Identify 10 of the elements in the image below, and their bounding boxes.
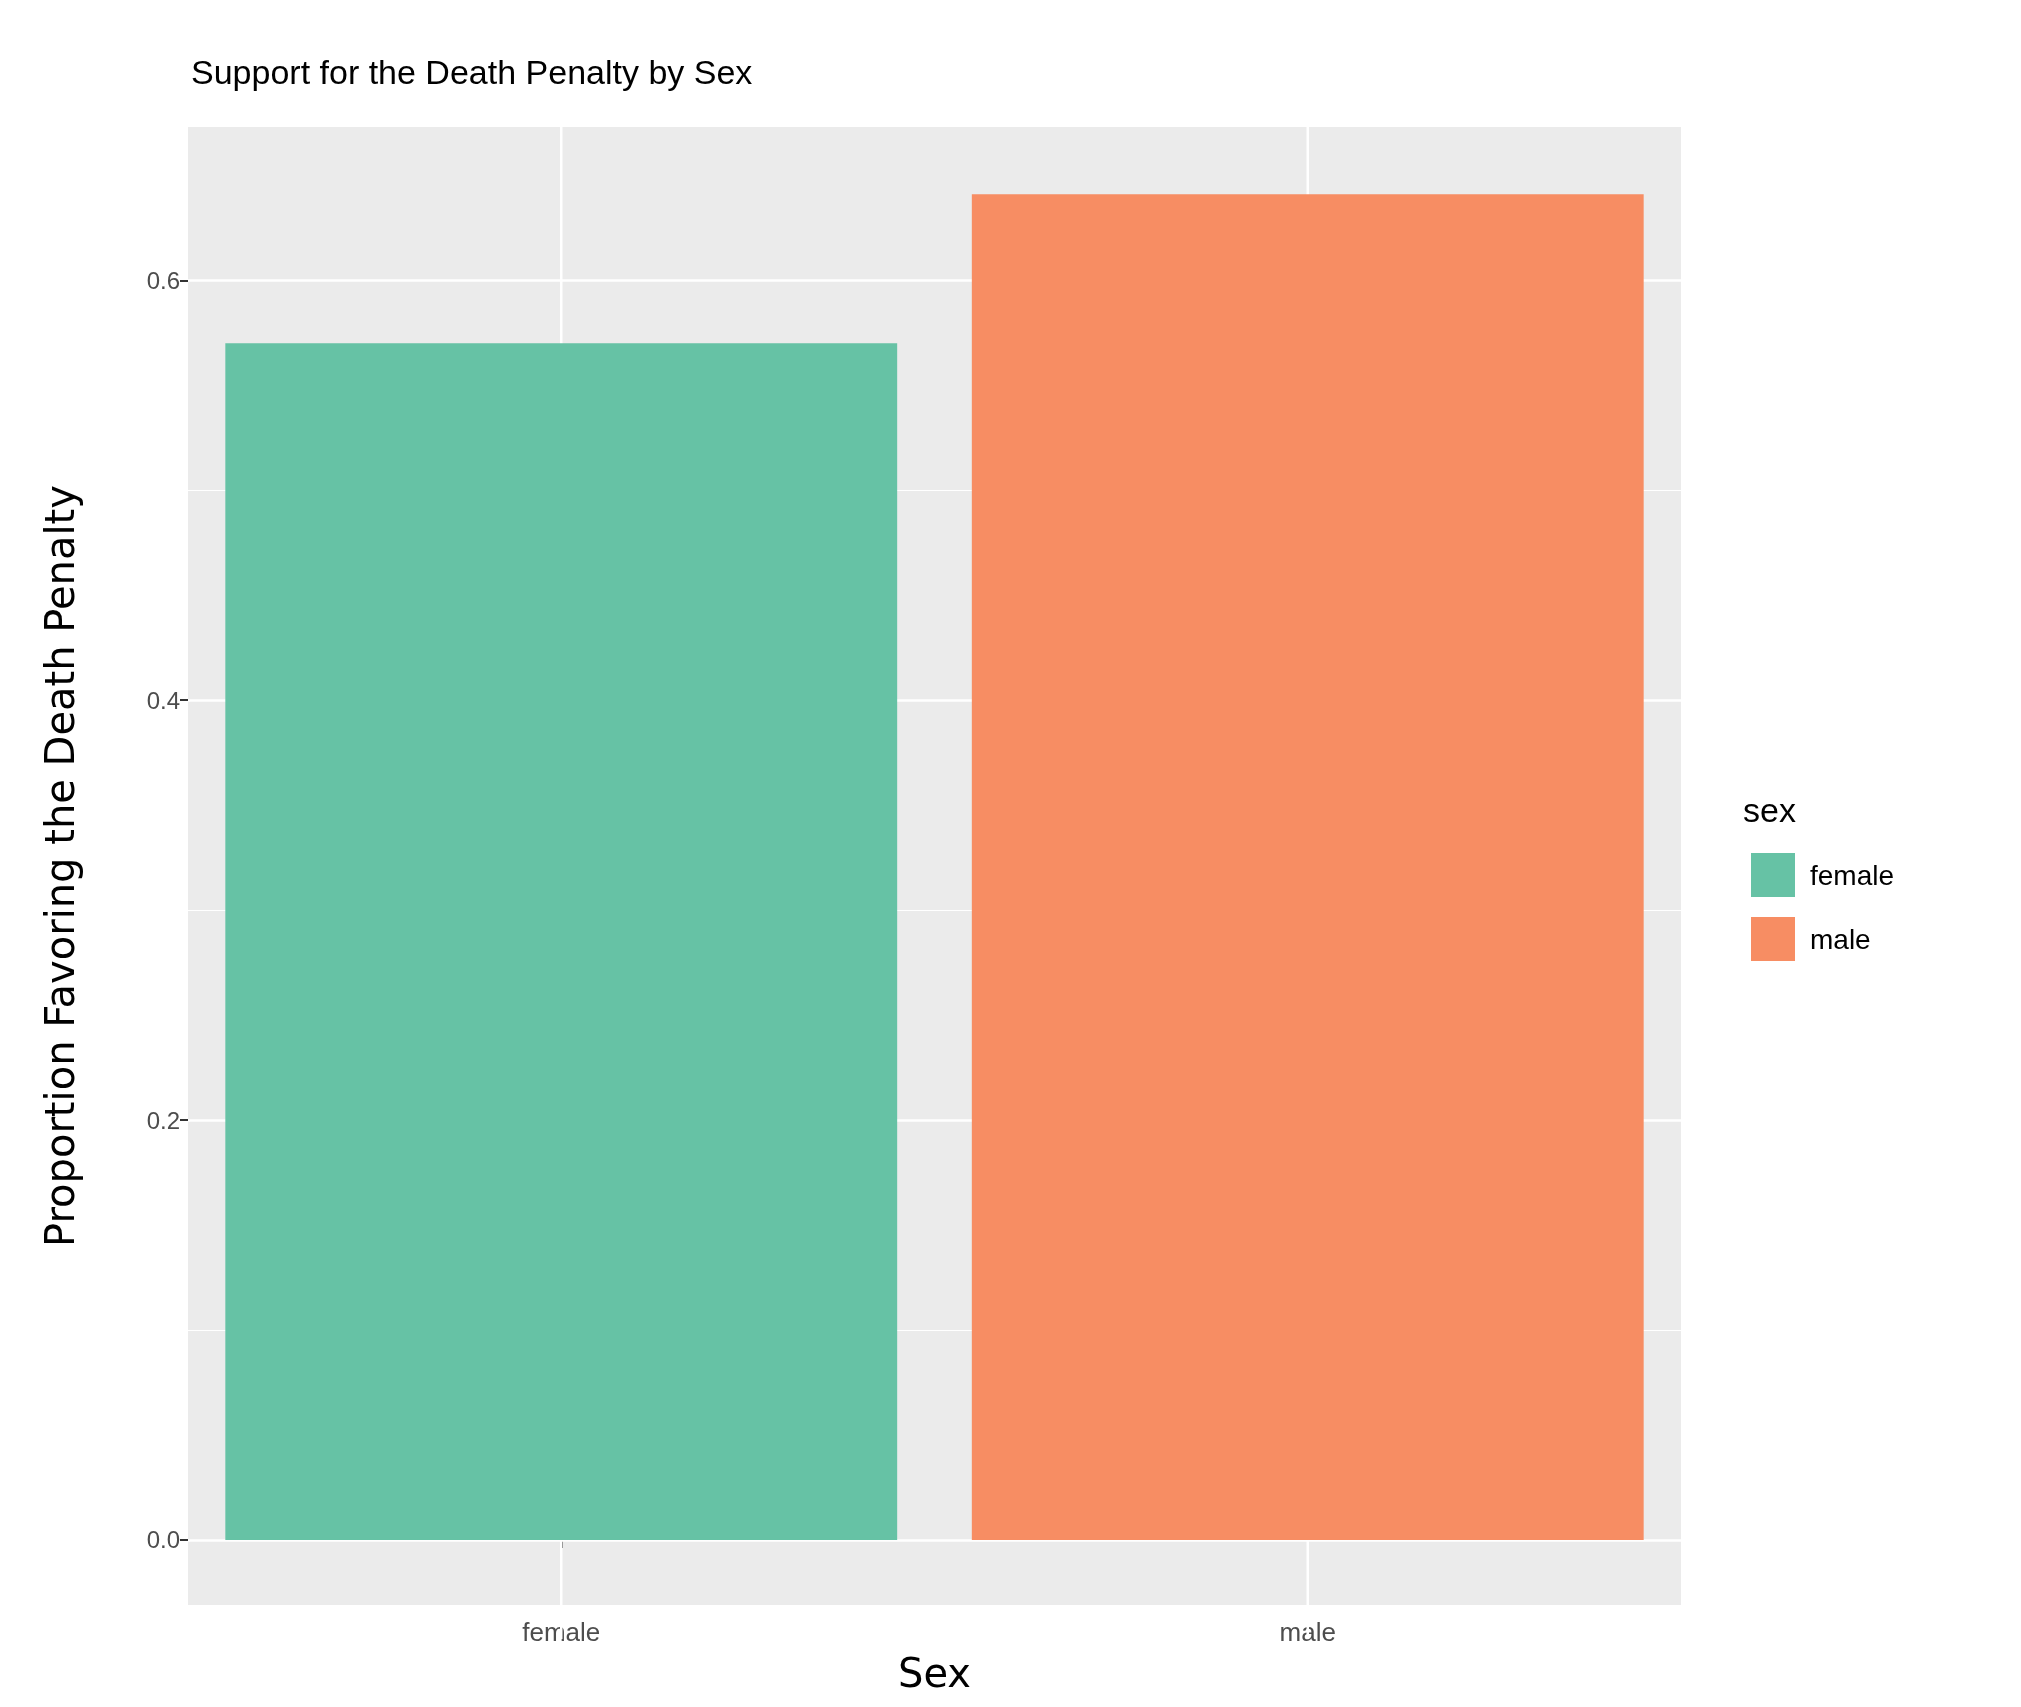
y-tick-label: 0.6 xyxy=(146,266,180,294)
legend-label: male xyxy=(1810,923,1871,955)
y-tick-label: 0.0 xyxy=(146,1526,180,1554)
x-axis-title: Sex xyxy=(898,1650,971,1696)
y-axis-title: Proportion Favoring the Death Penalty xyxy=(37,485,83,1247)
chart-title: Support for the Death Penalty by Sex xyxy=(191,53,753,91)
legend-title: sex xyxy=(1743,791,1796,829)
y-tick-label: 0.4 xyxy=(146,686,180,714)
y-tick-label: 0.2 xyxy=(146,1106,180,1134)
legend-label: female xyxy=(1810,859,1895,891)
